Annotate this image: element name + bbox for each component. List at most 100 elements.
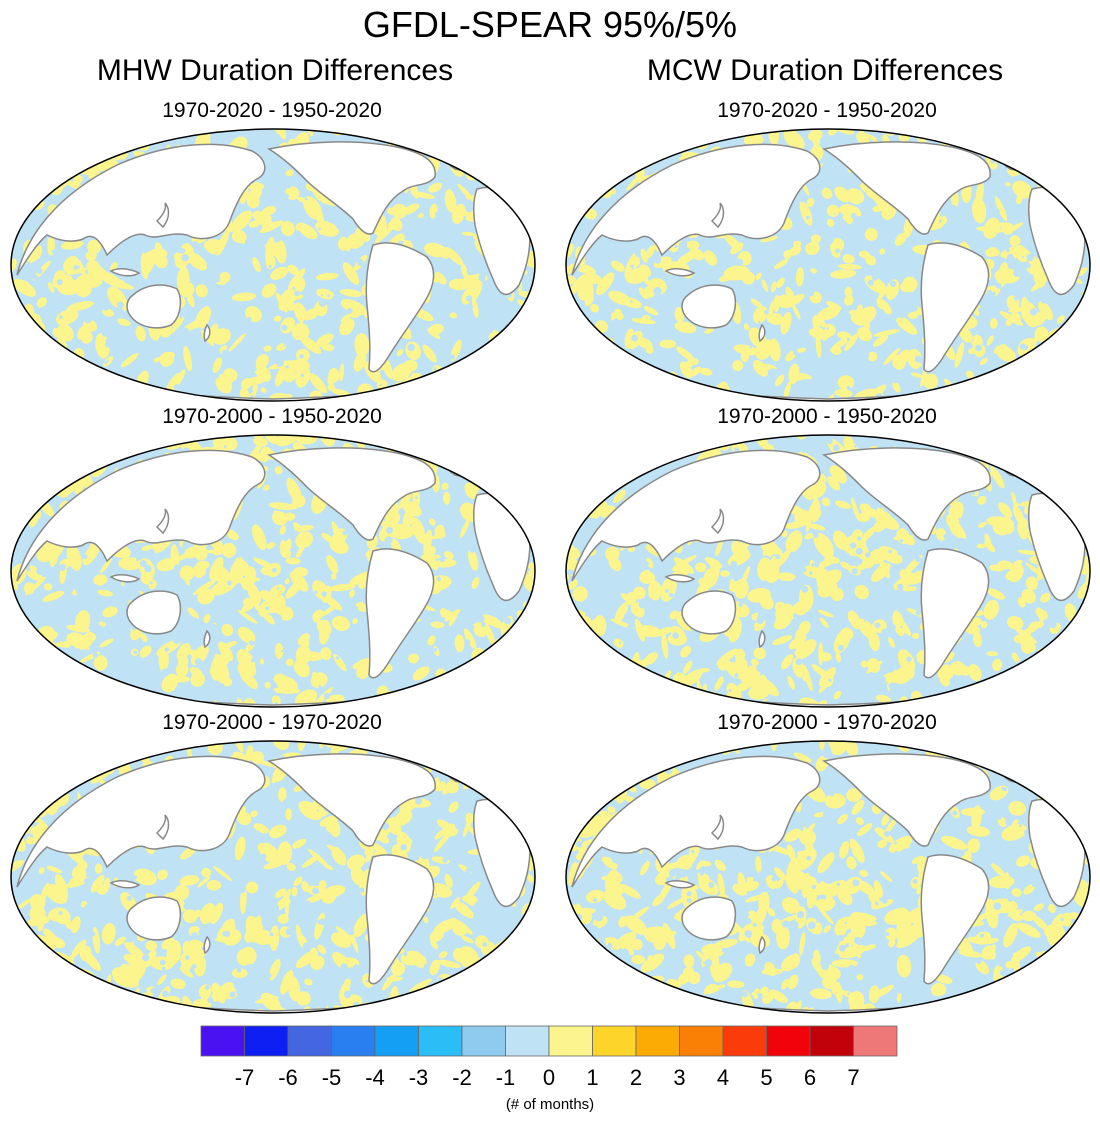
map-mcw-1970-2020-minus-1950-2020 — [562, 125, 1094, 405]
eurasia-land — [571, 755, 821, 888]
north-america-land — [822, 753, 991, 847]
colorbar-bin — [461, 1025, 506, 1057]
colorbar-bin — [505, 1025, 550, 1057]
panel-title-mhw-3: 1970-2000 - 1970-2020 — [162, 711, 382, 734]
colorbar-tick-label: -1 — [496, 1065, 516, 1090]
indonesia-land — [664, 880, 696, 889]
australia-land — [681, 590, 737, 635]
ocean-field — [566, 435, 1090, 707]
north-america-land — [822, 447, 991, 541]
colorbar-units-label: (# of months) — [505, 1096, 595, 1113]
south-america-land — [920, 854, 990, 985]
australia-land — [126, 896, 182, 941]
colorbar-bin — [287, 1025, 332, 1057]
japan-land — [710, 202, 725, 229]
north-america-land — [267, 141, 436, 235]
new-zealand-land — [758, 935, 766, 955]
ocean-field — [11, 741, 535, 1013]
australia-land — [126, 284, 182, 329]
eurasia-land — [16, 143, 266, 276]
north-america-land — [267, 447, 436, 541]
ocean-field — [11, 129, 535, 401]
map-mcw-1970-2000-minus-1950-2020 — [562, 431, 1094, 711]
colorbar-bin — [418, 1025, 463, 1057]
panel-title-mhw-2: 1970-2000 - 1950-2020 — [162, 405, 382, 428]
colorbar-tick-label: 2 — [630, 1065, 642, 1090]
map-frame — [565, 128, 1091, 402]
japan-land — [155, 814, 170, 841]
colorbar-bin — [374, 1025, 419, 1057]
indonesia-land — [664, 268, 696, 277]
colorbar-tick-label: 0 — [543, 1065, 555, 1090]
colorbar-tick-label: 7 — [847, 1065, 859, 1090]
colorbar-bin — [592, 1025, 637, 1057]
map-mhw-1970-2000-minus-1970-2020 — [7, 737, 539, 1017]
new-zealand-land — [758, 629, 766, 649]
colorbar-tick-label: -2 — [452, 1065, 472, 1090]
map-frame — [10, 128, 536, 402]
colorbar-tick-label: -5 — [322, 1065, 342, 1090]
colorbar-bin — [331, 1025, 376, 1057]
japan-land — [155, 508, 170, 535]
colorbar-tick-label: 6 — [804, 1065, 816, 1090]
panel-title-mcw-3: 1970-2000 - 1970-2020 — [717, 711, 937, 734]
south-america-land — [920, 242, 990, 373]
colorbar-tick-label: 5 — [760, 1065, 772, 1090]
indonesia-land — [664, 574, 696, 583]
australia-land — [681, 284, 737, 329]
colorbar-bin — [635, 1025, 680, 1057]
column-title-mhw: MHW Duration Differences — [96, 54, 454, 87]
colorbar-tick-label: 1 — [586, 1065, 598, 1090]
map-mhw-1970-2000-minus-1950-2020 — [7, 431, 539, 711]
new-zealand-land — [203, 629, 211, 649]
map-frame — [10, 434, 536, 708]
colorbar: -7 -6 -5 -4 -3 -2 -1 0 1 2 3 4 5 6 7 — [0, 1025, 1100, 1115]
map-mhw-1970-2020-minus-1950-2020 — [7, 125, 539, 405]
south-america-land — [365, 854, 435, 985]
indonesia-land — [109, 880, 141, 889]
north-america-land — [822, 141, 991, 235]
indonesia-land — [109, 268, 141, 277]
south-america-land — [920, 548, 990, 679]
colorbar-bin — [244, 1025, 289, 1057]
column-title-mcw: MCW Duration Differences — [646, 54, 1004, 87]
colorbar-bin — [200, 1025, 245, 1057]
colorbar-bin — [809, 1025, 854, 1057]
panel-title-mcw-2: 1970-2000 - 1950-2020 — [717, 405, 937, 428]
colorbar-tick-label: -3 — [409, 1065, 429, 1090]
ocean-field — [566, 741, 1090, 1013]
map-mcw-1970-2000-minus-1970-2020 — [562, 737, 1094, 1017]
colorbar-bin — [722, 1025, 767, 1057]
colorbar-bin — [853, 1025, 898, 1057]
eurasia-land — [16, 755, 266, 888]
ocean-field — [566, 129, 1090, 401]
colorbar-bin — [679, 1025, 724, 1057]
colorbar-tick-label: -6 — [278, 1065, 298, 1090]
eurasia-land — [571, 143, 821, 276]
new-zealand-land — [758, 323, 766, 343]
figure-title: GFDL-SPEAR 95%/5% — [362, 4, 738, 45]
south-america-land — [365, 548, 435, 679]
north-america-land — [267, 753, 436, 847]
panel-title-mhw-1: 1970-2020 - 1950-2020 — [162, 99, 382, 122]
new-zealand-land — [203, 935, 211, 955]
colorbar-tick-label: -4 — [365, 1065, 385, 1090]
colorbar-bin — [766, 1025, 811, 1057]
new-zealand-land — [203, 323, 211, 343]
south-america-land — [365, 242, 435, 373]
map-frame — [10, 740, 536, 1014]
japan-land — [155, 202, 170, 229]
eurasia-land — [571, 449, 821, 582]
colorbar-tick-label: 3 — [673, 1065, 685, 1090]
indonesia-land — [109, 574, 141, 583]
colorbar-tick-label: 4 — [717, 1065, 729, 1090]
colorbar-tick-label: -7 — [235, 1065, 255, 1090]
colorbar-bin — [548, 1025, 593, 1057]
japan-land — [710, 814, 725, 841]
japan-land — [710, 508, 725, 535]
australia-land — [681, 896, 737, 941]
panel-title-mcw-1: 1970-2020 - 1950-2020 — [717, 99, 937, 122]
australia-land — [126, 590, 182, 635]
map-frame — [565, 740, 1091, 1014]
ocean-field — [11, 435, 535, 707]
